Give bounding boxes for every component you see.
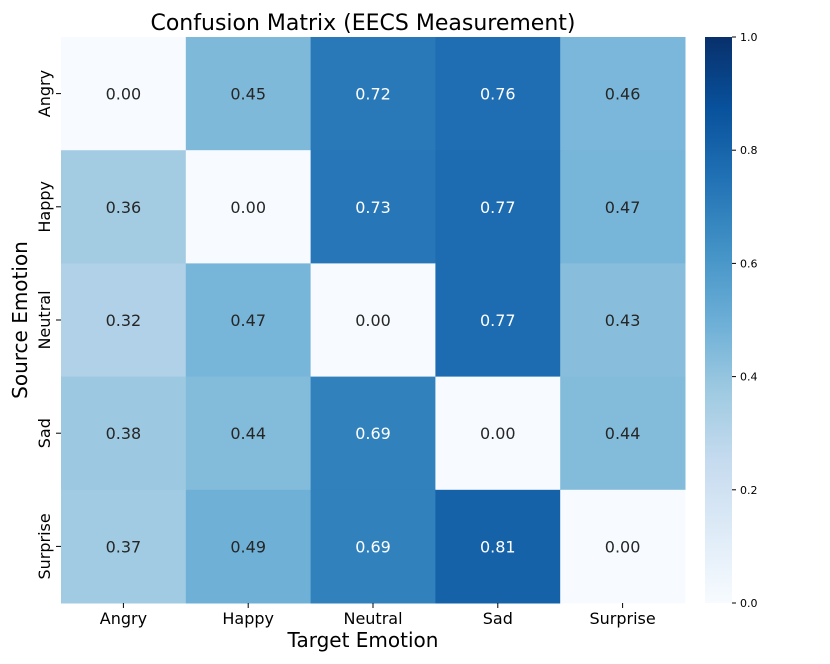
cell-value-label: 0.72 <box>355 85 391 104</box>
x-axis-label: Target Emotion <box>287 628 439 652</box>
colorbar <box>705 37 732 603</box>
cell-value-label: 0.44 <box>605 424 641 443</box>
x-tick-label: Neutral <box>343 609 402 628</box>
heatmap-cell <box>185 150 312 264</box>
x-axis-ticks: Angry Happy Neutral Sad Surprise <box>100 603 656 628</box>
colorbar-ticks: 0.0 0.2 0.4 0.6 0.8 1.0 <box>732 31 758 610</box>
x-tick-label: Happy <box>222 609 274 628</box>
cell-value-label: 0.69 <box>355 424 391 443</box>
colorbar-tick-label: 0.4 <box>740 371 758 384</box>
cell-value-label: 0.00 <box>480 424 516 443</box>
heatmap-cell <box>61 263 187 378</box>
colorbar-tick-label: 0.2 <box>740 484 758 497</box>
chart-title: Confusion Matrix (EECS Measurement) <box>150 11 575 36</box>
heatmap-cell <box>185 376 312 491</box>
heatmap-cell <box>435 376 561 491</box>
heatmap-cell <box>310 263 436 378</box>
colorbar-tick-label: 1.0 <box>740 31 758 44</box>
heatmap-cell <box>310 150 436 264</box>
cell-value-label: 0.44 <box>230 424 266 443</box>
heatmap-cell <box>435 150 561 264</box>
heatmap-cell <box>185 263 312 378</box>
cell-value-label: 0.37 <box>106 537 142 556</box>
cell-value-label: 0.38 <box>106 424 142 443</box>
cell-value-label: 0.47 <box>605 198 641 217</box>
heatmap-cells: 0.00 0.45 0.72 0.76 0.46 0.36 0.00 0.73 0.77 0.47… <box>61 37 686 604</box>
heatmap-cell <box>435 263 561 378</box>
cell-value-label: 0.81 <box>480 537 516 556</box>
cell-value-label: 0.76 <box>480 85 516 104</box>
cell-value-label: 0.73 <box>355 198 391 217</box>
y-tick-label: Happy <box>35 181 54 233</box>
heatmap-cell <box>560 376 686 491</box>
cell-value-label: 0.46 <box>605 85 641 104</box>
y-tick-label: Sad <box>35 418 54 448</box>
heatmap-cell <box>560 489 686 604</box>
heatmap-cell <box>560 37 686 151</box>
cell-value-label: 0.00 <box>106 85 142 104</box>
heatmap-cell <box>435 37 561 151</box>
cell-value-label: 0.00 <box>355 311 391 330</box>
colorbar-tick-label: 0.8 <box>740 144 758 157</box>
y-tick-label: Neutral <box>35 290 54 349</box>
heatmap-cell <box>560 263 686 378</box>
x-tick-label: Angry <box>100 609 147 628</box>
y-axis-ticks: Angry Happy Neutral Sad Surprise <box>35 70 61 580</box>
heatmap-cell <box>61 489 187 604</box>
heatmap-cell <box>61 376 187 491</box>
heatmap-cell <box>310 489 436 604</box>
x-tick-label: Surprise <box>589 609 655 628</box>
colorbar-tick-label: 0.0 <box>740 597 758 610</box>
heatmap-cell <box>61 37 187 151</box>
heatmap-cell <box>560 150 686 264</box>
cell-value-label: 0.36 <box>106 198 142 217</box>
y-axis-label: Source Emotion <box>8 241 32 399</box>
heatmap-cell <box>61 150 187 264</box>
cell-value-label: 0.00 <box>605 537 641 556</box>
cell-value-label: 0.77 <box>480 198 516 217</box>
cell-value-label: 0.49 <box>230 537 266 556</box>
cell-value-label: 0.77 <box>480 311 516 330</box>
cell-value-label: 0.69 <box>355 537 391 556</box>
x-tick-label: Sad <box>483 609 513 628</box>
heatmap-cell <box>185 489 312 604</box>
y-tick-label: Angry <box>35 70 54 117</box>
cell-value-label: 0.45 <box>230 85 266 104</box>
cell-value-label: 0.00 <box>230 198 266 217</box>
y-tick-label: Surprise <box>35 513 54 579</box>
colorbar-tick-label: 0.6 <box>740 257 758 270</box>
cell-value-label: 0.32 <box>106 311 142 330</box>
heatmap-cell <box>310 37 436 151</box>
heatmap-cell <box>435 489 561 604</box>
heatmap-cell <box>310 376 436 491</box>
cell-value-label: 0.43 <box>605 311 641 330</box>
cell-value-label: 0.47 <box>230 311 266 330</box>
heatmap-cell <box>185 37 312 151</box>
